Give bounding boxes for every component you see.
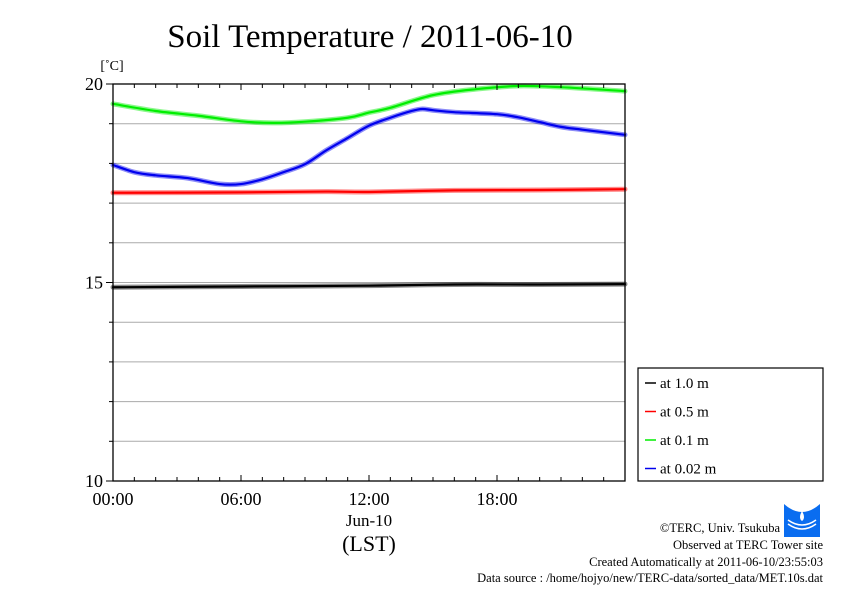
series-line-at-0-5-m xyxy=(111,188,627,194)
series-line-at-0-1-m xyxy=(111,84,627,125)
series-halo xyxy=(110,83,628,126)
series-halo xyxy=(110,106,628,188)
x-axis-label: (LST) xyxy=(342,531,396,556)
site-text: Observed at TERC Tower site xyxy=(672,538,823,552)
data-source-text: Data source : /home/hojyo/new/TERC-data/… xyxy=(477,571,823,585)
y-tick-label: 10 xyxy=(85,471,103,491)
series-line-at-1-0-m xyxy=(111,282,627,289)
legend-label: at 1.0 m xyxy=(660,376,709,392)
legend: at 1.0 m at 0.5 m at 0.1 m at 0.02 m xyxy=(637,367,824,482)
x-tick-label: 18:00 xyxy=(476,489,517,509)
x-tick-label: 06:00 xyxy=(220,489,261,509)
y-tick-label: 20 xyxy=(85,74,103,94)
series-group xyxy=(110,83,628,290)
copyright-text: ©TERC, Univ. Tsukuba xyxy=(659,521,780,535)
x-tick-label: 00:00 xyxy=(92,489,133,509)
series-line-at-0-02-m xyxy=(111,107,627,186)
y-tick-label: 15 xyxy=(85,273,103,293)
created-text: Created Automatically at 2011-06-10/23:5… xyxy=(589,555,823,569)
legend-label: at 0.1 m xyxy=(660,433,709,449)
legend-label: at 0.02 m xyxy=(660,462,717,478)
grid-lines xyxy=(113,123,625,442)
y-axis-unit: [˚C] xyxy=(100,59,123,74)
axis-ticks: 10 15 20 00:00 06:00 12:00 18:00 xyxy=(85,74,626,509)
chart-title: Soil Temperature / 2011-06-10 xyxy=(167,19,573,55)
legend-label: at 0.5 m xyxy=(660,405,709,421)
terc-logo xyxy=(784,504,820,537)
x-date-label: Jun-10 xyxy=(346,511,392,530)
x-tick-label: 12:00 xyxy=(348,489,389,509)
